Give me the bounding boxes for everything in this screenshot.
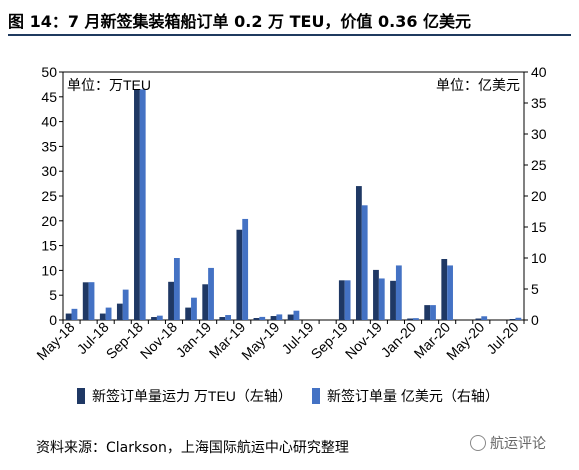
watermark-text: 航运评论: [490, 436, 546, 452]
left-axis: 0 5 10 15 20 25 30 35 40 45 50: [41, 64, 63, 328]
title-divider: [8, 34, 571, 36]
bar-usd: [515, 317, 522, 320]
bar-usd: [225, 315, 232, 320]
bars: [65, 89, 522, 320]
x-tick-label: May-20: [443, 319, 487, 363]
left-tick-label: 40: [41, 114, 57, 130]
bar-usd: [361, 205, 368, 320]
right-tick-label: 40: [531, 64, 547, 80]
bar-usd: [71, 308, 78, 320]
x-tick-label: Nov-19: [342, 319, 385, 362]
right-tick-label: 35: [531, 95, 547, 111]
x-axis: May-18Jul-18Sep-18Nov-18Jan-19Mar-19May-…: [33, 319, 525, 363]
x-tick-label: Jan-19: [173, 319, 215, 361]
plot-area: [62, 71, 525, 321]
right-tick-label: 5: [531, 281, 539, 297]
left-tick-label: 0: [49, 312, 57, 328]
bar-teu: [151, 317, 157, 320]
x-tick-label: Sep-19: [308, 319, 351, 362]
bar-teu: [373, 269, 379, 320]
wechat-icon: [470, 435, 486, 451]
bar-usd: [242, 218, 249, 320]
right-tick-label: 30: [531, 126, 547, 142]
right-tick-label: 20: [531, 188, 547, 204]
x-tick-label: Jan-20: [378, 319, 420, 361]
bar-usd: [173, 258, 180, 320]
bar-teu: [168, 281, 174, 320]
bar-teu: [202, 284, 209, 320]
x-tick-label: Jul-20: [483, 319, 521, 357]
legend-label-teu: 新签订单量运力 万TEU（左轴）: [92, 388, 292, 404]
left-axis-unit-label: 单位：万TEU: [67, 77, 151, 93]
right-tick-label: 0: [531, 312, 539, 328]
right-tick-label: 15: [531, 219, 547, 235]
bar-teu: [236, 229, 243, 320]
left-tick-label: 45: [41, 89, 57, 105]
bar-usd: [259, 316, 266, 320]
bar-usd: [122, 289, 129, 320]
left-tick-label: 25: [41, 188, 57, 204]
right-axis: 0 5 10 15 20 25 30 35 40: [524, 64, 547, 328]
bar-usd: [276, 314, 283, 320]
bar-usd: [430, 305, 436, 320]
bar-teu: [390, 280, 396, 320]
bar-usd: [105, 307, 112, 320]
left-tick-label: 50: [41, 64, 57, 80]
left-tick-label: 5: [49, 287, 57, 303]
bar-teu: [99, 313, 106, 320]
bar-teu: [407, 318, 414, 320]
bar-usd: [344, 280, 351, 320]
bar-usd: [481, 316, 488, 320]
right-tick-label: 10: [531, 250, 547, 266]
legend-label-usd: 新签订单量 亿美元（右轴）: [327, 388, 499, 404]
legend-swatch-teu: [77, 388, 85, 404]
left-tick-label: 35: [41, 138, 57, 154]
bar-usd: [156, 315, 163, 320]
bar-usd: [139, 89, 146, 320]
bar-teu: [253, 318, 260, 320]
chart-title: 图 14：7 月新签集装箱船订单 0.2 万 TEU，价值 0.36 亿美元: [8, 12, 472, 31]
bar-usd: [293, 310, 300, 320]
bar-teu: [441, 258, 448, 320]
bar-teu: [116, 303, 123, 320]
bar-usd: [191, 297, 197, 320]
right-tick-label: 25: [531, 157, 547, 173]
bar-teu: [355, 186, 362, 320]
bar-teu: [475, 318, 482, 320]
bar-usd: [413, 318, 419, 320]
bar-teu: [509, 319, 516, 320]
bar-teu: [134, 89, 140, 320]
bar-teu: [338, 280, 345, 320]
x-tick-label: Sep-18: [103, 319, 146, 362]
right-axis-unit-label: 单位：亿美元: [436, 77, 520, 93]
bar-teu: [65, 313, 72, 320]
x-tick-label: May-19: [238, 319, 282, 363]
x-tick-label: Nov-18: [137, 319, 180, 362]
bar-teu: [287, 314, 294, 320]
bar-usd: [378, 278, 385, 320]
bar-teu: [270, 316, 277, 320]
legend: 新签订单量运力 万TEU（左轴） 新签订单量 亿美元（右轴）: [77, 388, 499, 404]
watermark: 航运评论: [470, 433, 546, 453]
source-note: 资料来源：Clarkson，上海国际航运中心研究整理: [36, 440, 349, 456]
legend-swatch-usd: [312, 388, 320, 404]
bar-usd: [395, 265, 402, 320]
left-tick-label: 30: [41, 163, 57, 179]
bar-teu: [185, 307, 192, 320]
bar-teu: [82, 282, 89, 320]
bar-usd: [447, 265, 453, 320]
left-tick-label: 20: [41, 213, 57, 229]
left-tick-label: 15: [41, 238, 57, 254]
bar-teu: [424, 305, 431, 320]
bar-teu: [219, 317, 226, 320]
left-tick-label: 10: [41, 262, 57, 278]
bar-chart: 0 5 10 15 20 25 30 35 40 45 50 0 5 10 15 20 25 30 35 40 Ma…: [33, 64, 547, 404]
bar-usd: [88, 282, 95, 320]
bar-usd: [208, 267, 214, 320]
